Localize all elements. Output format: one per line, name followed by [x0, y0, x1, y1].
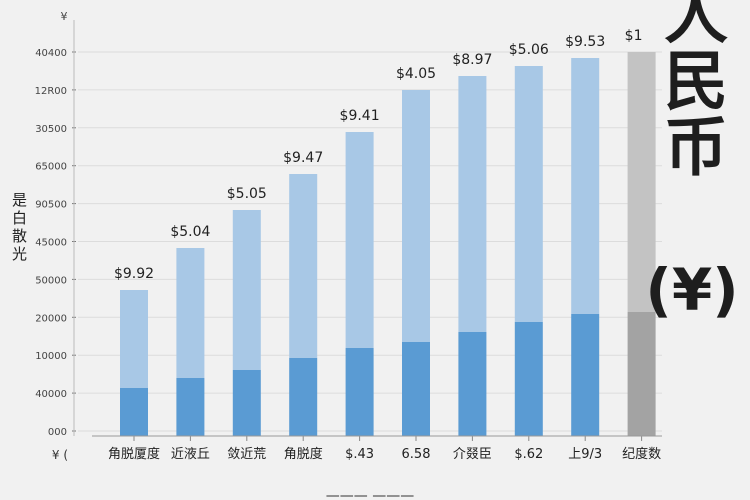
x-tick-label: 角脱厦度: [108, 446, 160, 462]
x-tick-label: $.62: [514, 447, 543, 462]
bar-segment-upper: [571, 58, 600, 314]
bar-segment-lower: [458, 332, 487, 436]
bar-segment-lower: [176, 378, 205, 436]
x-tick-label: 敛近荒: [227, 446, 266, 462]
y-tick-label: 45000: [35, 238, 67, 249]
bar-segment-upper: [627, 52, 656, 312]
y-tick-label: 50000: [35, 275, 67, 286]
y-tick-label: 000: [48, 427, 67, 438]
x-axis-ticks: 角脱厦度 近液丘 敛近荒 角脱度 $.43 6.58 介叕臣 $.62 上9/3 纪度数: [108, 436, 661, 462]
bar-segment-upper: [402, 90, 430, 342]
data-label: $5.05: [227, 186, 267, 202]
bar-segment-lower: [232, 370, 261, 436]
y-tick-label: 90500: [35, 200, 67, 211]
y-tick-label: 20000: [35, 313, 67, 324]
y-axis-top-glyph: ¥: [61, 10, 68, 23]
data-label: $4.05: [396, 66, 436, 82]
data-label: $9.53: [565, 34, 605, 50]
data-label: $9.47: [283, 150, 323, 166]
title-unit: (¥): [645, 256, 738, 324]
title-currency: 人民币: [653, 0, 728, 179]
x-tick-label: 6.58: [402, 447, 431, 462]
y-tick-label: 40000: [35, 389, 67, 400]
y-tick-label: 12R00: [35, 86, 67, 97]
x-tick-label: 近液丘: [171, 447, 210, 462]
bar-segment-upper: [289, 174, 318, 358]
y-axis-ticks: 40400 12R00 30500 65000 90500 45000 50000 20000…: [35, 48, 76, 438]
bar-segment-lower: [345, 348, 374, 436]
y-tick-label: 10000: [35, 351, 67, 362]
bar-segment-upper: [232, 210, 261, 370]
data-labels: $9.92 $5.04 $5.05 $9.47 $9.41 $4.05 $8.97 $5.06…: [114, 28, 643, 282]
x-tick-label: 角脱度: [284, 446, 323, 462]
data-label: $9.92: [114, 266, 154, 282]
x-tick-label: $.43: [345, 447, 374, 462]
y-axis-label: 是白散光: [12, 191, 27, 263]
y-tick-label: 40400: [35, 48, 67, 59]
bar-segment-lower: [120, 388, 148, 436]
bar-segment-lower: [627, 312, 656, 436]
bar-segment-upper: [176, 248, 205, 378]
bars: [120, 52, 656, 436]
x-tick-label: 介叕臣: [453, 447, 492, 462]
data-label: $5.04: [170, 224, 210, 240]
x-axis-origin-label: ¥ (: [52, 448, 68, 462]
data-label: $9.41: [340, 108, 380, 124]
data-label: $5.06: [509, 42, 549, 58]
x-tick-label: 纪度数: [622, 446, 661, 462]
bar-segment-lower: [571, 314, 600, 436]
bottom-caption: ——— ———: [326, 488, 414, 500]
bar-segment-upper: [120, 290, 148, 388]
y-tick-label: 65000: [35, 162, 67, 173]
bar-segment-lower: [402, 342, 430, 436]
bar-segment-upper: [458, 76, 487, 332]
data-label: $8.97: [452, 52, 492, 68]
bar-segment-upper: [514, 66, 543, 322]
x-tick-label: 上9/3: [568, 447, 602, 462]
bar-segment-upper: [345, 132, 374, 348]
data-label: $1: [625, 28, 643, 44]
bar-segment-lower: [514, 322, 543, 436]
y-tick-label: 30500: [35, 124, 67, 135]
bar-segment-lower: [289, 358, 318, 436]
